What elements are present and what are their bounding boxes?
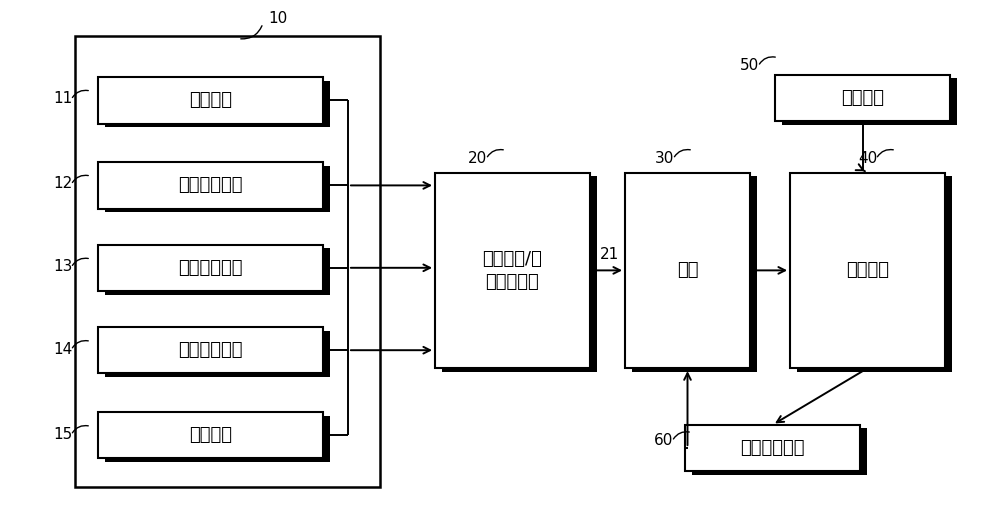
Text: 牙齿对齐/颠
颌关节对齐: 牙齿对齐/颠 颌关节对齐 <box>483 250 542 291</box>
Bar <box>632 176 757 372</box>
Bar <box>105 166 330 212</box>
Bar <box>692 428 867 475</box>
Text: 40: 40 <box>858 150 877 166</box>
Text: 15: 15 <box>53 426 72 442</box>
Text: 轨迹数据: 轨迹数据 <box>189 426 232 444</box>
Bar <box>98 77 323 124</box>
Bar <box>775 75 950 121</box>
Text: 21: 21 <box>600 247 619 263</box>
Bar <box>105 248 330 295</box>
Text: 面部骨骼数据: 面部骨骼数据 <box>178 177 243 194</box>
Bar <box>98 245 323 291</box>
Text: 最终牙齿模型: 最终牙齿模型 <box>740 439 805 457</box>
Bar <box>98 412 323 458</box>
Text: 60: 60 <box>654 433 673 448</box>
Bar <box>98 327 323 373</box>
Bar <box>625 173 750 368</box>
Text: 11: 11 <box>53 91 72 107</box>
Text: 模拟: 模拟 <box>677 262 698 279</box>
Text: 干扰校正: 干扰校正 <box>841 89 884 107</box>
Bar <box>790 173 945 368</box>
Bar <box>98 162 323 209</box>
Bar <box>782 78 957 125</box>
Bar <box>105 416 330 462</box>
Bar <box>685 425 860 471</box>
Text: 扫描数据: 扫描数据 <box>189 92 232 109</box>
Text: 13: 13 <box>53 259 72 274</box>
Bar <box>105 81 330 127</box>
Text: 二次图像数据: 二次图像数据 <box>178 341 243 359</box>
Text: 一次图像数据: 一次图像数据 <box>178 259 243 277</box>
Bar <box>105 331 330 377</box>
Text: 10: 10 <box>268 10 287 26</box>
Text: 20: 20 <box>468 150 487 166</box>
Bar <box>435 173 590 368</box>
Text: 50: 50 <box>740 58 759 73</box>
Bar <box>797 176 952 372</box>
Bar <box>75 36 380 487</box>
Bar <box>442 176 597 372</box>
Text: 12: 12 <box>53 176 72 192</box>
Text: 30: 30 <box>655 150 674 166</box>
Text: 14: 14 <box>53 341 72 357</box>
Text: 牙齿设计: 牙齿设计 <box>846 262 889 279</box>
